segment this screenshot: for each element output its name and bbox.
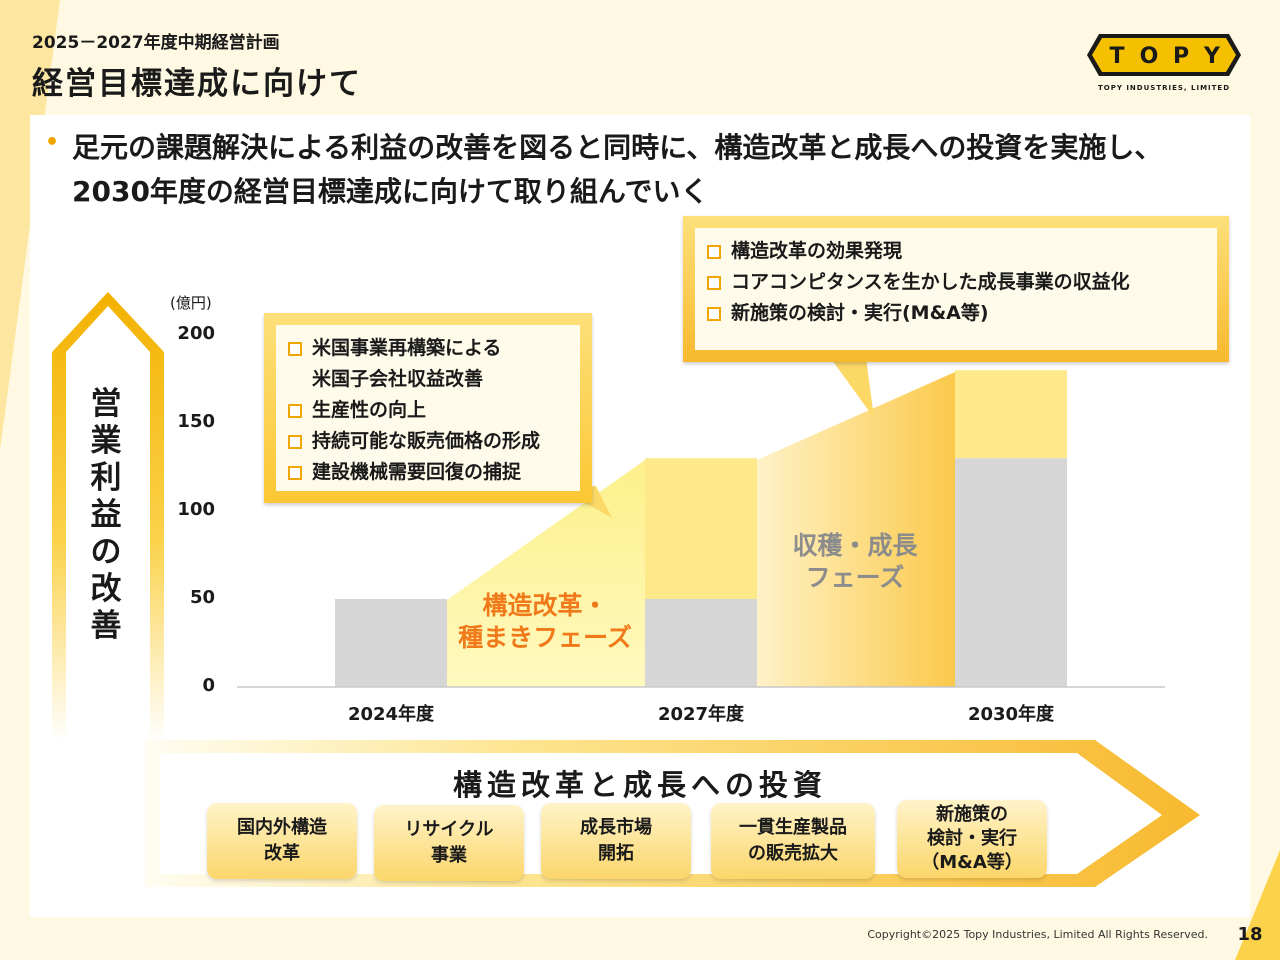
phase2-label: 収穫・成長 フェーズ — [792, 531, 918, 592]
callout-right-pointer — [832, 358, 874, 418]
copyright: Copyright©2025 Topy Industries, Limited … — [867, 928, 1208, 941]
svg-text:Y: Y — [1203, 44, 1221, 69]
y-tick-label: 100 — [177, 499, 215, 520]
plan-subtitle: 2025－2027年度中期経営計画 — [32, 33, 280, 53]
y-tick-label: 0 — [202, 675, 215, 696]
investment-domestic-overseas: 国内外構造 改革 — [207, 803, 357, 879]
investment-recycling: リサイクル 事業 — [374, 805, 524, 881]
checkbox-icon — [288, 435, 302, 449]
checkbox-icon — [707, 307, 721, 321]
vertical-arrow-icon — [52, 292, 164, 742]
svg-text:P: P — [1173, 44, 1189, 69]
bullet-icon: • — [45, 130, 60, 155]
investment-title: 構造改革と成長への投資 — [452, 768, 827, 802]
callout-right-item: コアコンピタンスを生かした成長事業の収益化 — [707, 267, 1205, 298]
x-tick-label: 2024年度 — [347, 704, 435, 725]
y-tick-label: 150 — [177, 411, 215, 432]
investment-growth-market: 成長市場 開拓 — [541, 803, 691, 879]
callout-right-item: 新施策の検討・実行(M&A等) — [707, 298, 1205, 329]
y-tick-label: 50 — [189, 587, 215, 608]
callout-left-text: 米国事業再構築による 米国子会社収益改善 — [312, 337, 502, 390]
operating-profit-label: 営業利益の改善 — [90, 386, 122, 644]
phase1-label: 構造改革・ 種まきフェーズ — [458, 591, 632, 652]
page-number: 18 — [1237, 924, 1263, 945]
callout-left-item: 米国事業再構築による 米国子会社収益改善 — [288, 333, 568, 395]
y-axis-unit: (億円) — [170, 294, 212, 312]
checkbox-icon — [707, 276, 721, 290]
y-tick-label: 200 — [177, 323, 215, 344]
checkbox-icon — [288, 466, 302, 480]
checkbox-icon — [288, 342, 302, 356]
checkbox-icon — [288, 404, 302, 418]
phase2-band — [757, 372, 955, 687]
bar-2-2 — [645, 458, 757, 599]
callout-left-item: 持続可能な販売価格の形成 — [288, 426, 568, 457]
callout-right-text: コアコンピタンスを生かした成長事業の収益化 — [731, 271, 1130, 293]
bar-2-3 — [955, 370, 1067, 459]
callout-left-text: 生産性の向上 — [312, 399, 427, 421]
callout-left: 米国事業再構築による 米国子会社収益改善生産性の向上持続可能な販売価格の形成 建設機… — [264, 313, 592, 503]
phase1-band — [447, 460, 645, 687]
callout-left-text: 建設機械需要回復の捕捉 — [312, 461, 522, 483]
logo-tagline: TOPY INDUSTRIES, LIMITED — [1097, 84, 1231, 92]
callout-right: 構造改革の効果発現コアコンピタンスを生かした成長事業の収益化 新施策の検討・実行(… — [683, 216, 1229, 362]
investment-integrated-products: 一貫生産製品 の販売拡大 — [711, 803, 875, 879]
callout-right-item: 構造改革の効果発現 — [707, 236, 1205, 267]
page-title: 経営目標達成に向けて — [32, 66, 362, 102]
callout-left-item: 建設機械需要回復の捕捉 — [288, 457, 568, 488]
callout-left-item: 生産性の向上 — [288, 395, 568, 426]
svg-text:O: O — [1140, 44, 1159, 69]
callout-right-text: 新施策の検討・実行(M&A等) — [731, 302, 989, 324]
x-tick-label: 2027年度 — [657, 704, 745, 725]
svg-text:T: T — [1109, 44, 1124, 69]
x-tick-label: 2030年度 — [967, 704, 1055, 725]
bar-1-2 — [645, 599, 757, 687]
callout-left-text: 持続可能な販売価格の形成 — [312, 430, 541, 452]
lead-statement: 足元の課題解決による利益の改善を図ると同時に、構造改革と成長への投資を実施し、2… — [72, 131, 1163, 208]
checkbox-icon — [707, 245, 721, 259]
bar-1-1 — [335, 599, 447, 687]
bar-1-3 — [955, 458, 1067, 687]
investment-new-measures: 新施策の 検討・実行 （M&A等） — [897, 800, 1047, 878]
callout-right-text: 構造改革の効果発現 — [731, 240, 903, 262]
